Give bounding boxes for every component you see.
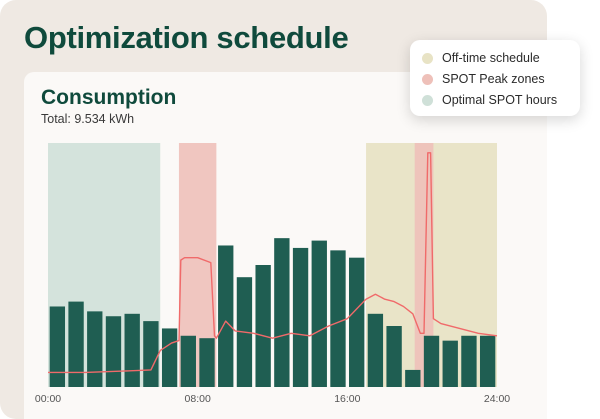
consumption-bar (330, 250, 346, 387)
consumption-bar (87, 311, 103, 387)
consumption-bar (180, 335, 196, 387)
zone-spot-peak-zones (414, 143, 434, 387)
legend-item-spot-peak: SPOT Peak zones (422, 72, 545, 86)
spot-price-line (48, 152, 498, 374)
consumption-bar (105, 316, 122, 387)
consumption-bar (143, 321, 159, 387)
consumption-bar (461, 335, 477, 387)
consumption-bar (255, 265, 271, 387)
consumption-bar (68, 301, 84, 387)
chart-title: Consumption (41, 86, 177, 109)
consumption-bar (386, 326, 402, 387)
legend-label: Off-time schedule (442, 51, 540, 65)
consumption-bar (49, 306, 66, 387)
consumption-bar (199, 338, 215, 387)
zone-optimal-spot-hours (48, 143, 161, 387)
consumption-bar (311, 240, 327, 387)
legend-label: SPOT Peak zones (442, 72, 545, 86)
x-tick-label: 00:00 (34, 393, 62, 405)
legend-item-off-time: Off-time schedule (422, 51, 540, 65)
x-tick-label: 24:00 (483, 393, 511, 405)
consumption-bar (218, 245, 234, 387)
consumption-bar (367, 313, 384, 387)
legend-label: Optimal SPOT hours (442, 93, 558, 107)
consumption-bar (274, 238, 290, 387)
consumption-bar (161, 328, 178, 387)
x-tick-label: 16:00 (334, 393, 361, 405)
consumption-bar (124, 313, 140, 387)
consumption-bar (479, 335, 496, 387)
legend-item-optimal-spot: Optimal SPOT hours (422, 93, 557, 107)
chart-legend: Off-time schedule SPOT Peak zones Optima… (410, 40, 580, 116)
consumption-bar (405, 369, 421, 387)
legend-swatch (422, 73, 433, 85)
consumption-bar (292, 247, 309, 387)
consumption-bar (349, 257, 365, 387)
total-consumption: Total: 9.534 kWh (41, 112, 135, 126)
page-title: Optimization schedule (24, 20, 349, 55)
consumption-bar (442, 340, 458, 387)
legend-swatch (422, 52, 433, 64)
legend-swatch (422, 94, 433, 106)
x-tick-label: 08:00 (184, 393, 211, 405)
consumption-bar (423, 335, 440, 387)
